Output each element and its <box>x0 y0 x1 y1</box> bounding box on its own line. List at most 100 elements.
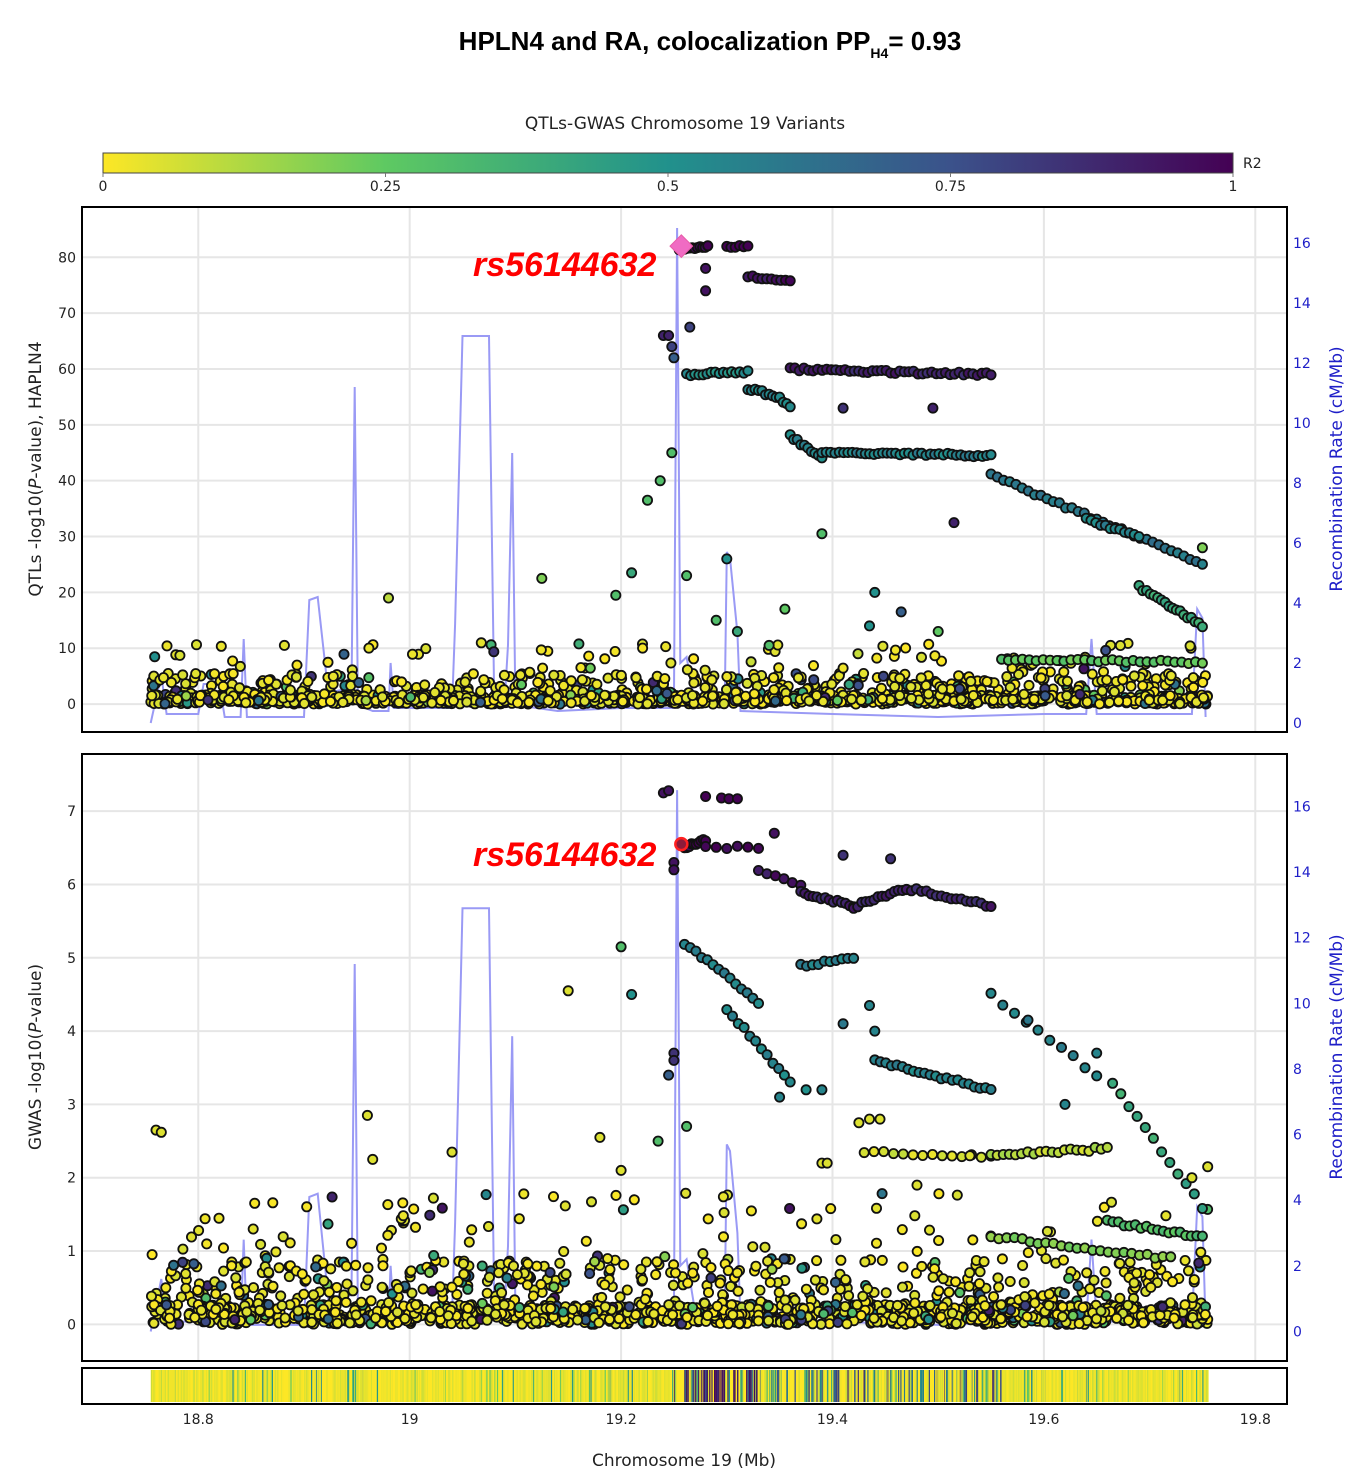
variant-point <box>475 637 487 649</box>
ld-track-stripe <box>721 1370 723 1402</box>
variant-point <box>367 1153 379 1165</box>
variant-point <box>514 669 526 681</box>
variant-point <box>292 1305 304 1317</box>
variant-point <box>481 1314 493 1326</box>
ld-track-stripe <box>1016 1370 1018 1402</box>
ld-track-stripe <box>831 1370 834 1402</box>
variant-point <box>146 690 158 702</box>
ld-track-stripe <box>312 1370 314 1402</box>
variant-point <box>687 1267 699 1279</box>
ld-track-stripe <box>498 1370 500 1402</box>
ld-track-stripe <box>1059 1370 1061 1402</box>
ld-track-stripe <box>942 1370 944 1402</box>
ld-track-stripe <box>946 1370 948 1402</box>
variant-point <box>826 678 838 690</box>
variant-point <box>663 329 675 341</box>
ld-track-stripe <box>891 1370 893 1402</box>
variant-point <box>446 1281 458 1293</box>
ld-track-stripe <box>370 1370 373 1402</box>
variant-point <box>217 1242 229 1254</box>
ld-track-stripe <box>162 1370 164 1402</box>
ld-track-stripe <box>1000 1370 1002 1402</box>
variant-point <box>951 1189 963 1201</box>
ld-track-stripe <box>608 1370 610 1402</box>
ld-track-stripe <box>258 1370 260 1402</box>
variant-point <box>604 1264 616 1276</box>
ld-track-stripe <box>1084 1370 1086 1402</box>
variant-point <box>953 670 965 682</box>
variant-point <box>946 1307 958 1319</box>
y-tick-label: 50 <box>58 418 76 434</box>
ld-track-stripe <box>262 1370 264 1402</box>
ld-track-stripe <box>541 1370 543 1402</box>
ld-track-stripe <box>1096 1370 1098 1402</box>
variant-point <box>375 1242 387 1254</box>
variant-point <box>425 1312 437 1324</box>
ld-track-stripe <box>1138 1370 1140 1402</box>
ld-track-stripe <box>432 1370 434 1402</box>
variant-point <box>748 688 760 700</box>
ld-track-stripe <box>1103 1370 1105 1402</box>
variant-point <box>318 688 330 700</box>
ld-track-stripe <box>1063 1370 1065 1402</box>
ld-track-stripe <box>711 1370 713 1402</box>
variant-point <box>830 1234 842 1246</box>
variant-point <box>1077 1302 1089 1314</box>
variant-point <box>997 999 1009 1011</box>
y-tick-label: 20 <box>58 585 76 601</box>
ld-track-stripe <box>614 1370 616 1402</box>
variant-point <box>773 662 785 674</box>
ld-track-stripe <box>988 1370 990 1402</box>
ld-track-stripe <box>686 1370 688 1402</box>
variant-point <box>1113 695 1125 707</box>
variant-point <box>1018 688 1030 700</box>
ld-track-stripe <box>641 1370 643 1402</box>
variant-point <box>877 670 889 682</box>
ld-track-stripe <box>433 1370 435 1402</box>
ld-track-stripe <box>774 1370 776 1402</box>
ld-track-stripe <box>244 1370 246 1402</box>
ld-track-stripe <box>940 1370 942 1402</box>
variant-point <box>710 614 722 626</box>
ld-track-stripe <box>566 1370 568 1402</box>
variant-point <box>954 683 966 695</box>
variant-point <box>816 1084 828 1096</box>
variant-point <box>1057 1311 1069 1323</box>
variant-point <box>721 843 733 855</box>
ld-track-stripe <box>1037 1370 1039 1402</box>
ld-track-stripe <box>703 1370 705 1402</box>
variant-point <box>768 827 780 839</box>
variant-point <box>163 1312 175 1324</box>
ld-track-stripe <box>1121 1370 1123 1402</box>
variant-point <box>1084 1283 1096 1295</box>
ld-track-stripe <box>159 1370 161 1402</box>
ld-track-stripe <box>631 1370 633 1402</box>
ld-track-stripe <box>479 1370 481 1402</box>
ld-track-stripe <box>1083 1370 1085 1402</box>
variant-point <box>673 1300 685 1312</box>
ld-track-stripe <box>345 1370 347 1402</box>
variant-point <box>682 1277 694 1289</box>
y2-tick-label: 10 <box>1293 996 1311 1012</box>
variant-point <box>185 1231 197 1243</box>
qtl-plot-border <box>81 206 1288 733</box>
ld-track-stripe <box>687 1370 689 1402</box>
variant-point <box>513 1213 525 1225</box>
variant-point <box>621 1284 633 1296</box>
ld-track-stripe <box>976 1370 978 1402</box>
ld-track-stripe <box>462 1370 464 1402</box>
ld-track-stripe <box>1187 1370 1189 1402</box>
ld-track-stripe <box>537 1370 539 1402</box>
variant-point <box>301 1201 313 1213</box>
ld-track-stripe <box>378 1370 380 1402</box>
variant-point <box>1167 1276 1179 1288</box>
ld-track-stripe <box>215 1370 217 1402</box>
ld-track-stripe <box>967 1370 969 1402</box>
variant-point <box>869 586 881 598</box>
ld-track-stripe <box>1145 1370 1147 1402</box>
variant-point <box>180 1282 192 1294</box>
variant-point <box>1021 1311 1033 1323</box>
ld-track-stripe <box>350 1370 353 1402</box>
ld-track-stripe <box>581 1370 583 1402</box>
